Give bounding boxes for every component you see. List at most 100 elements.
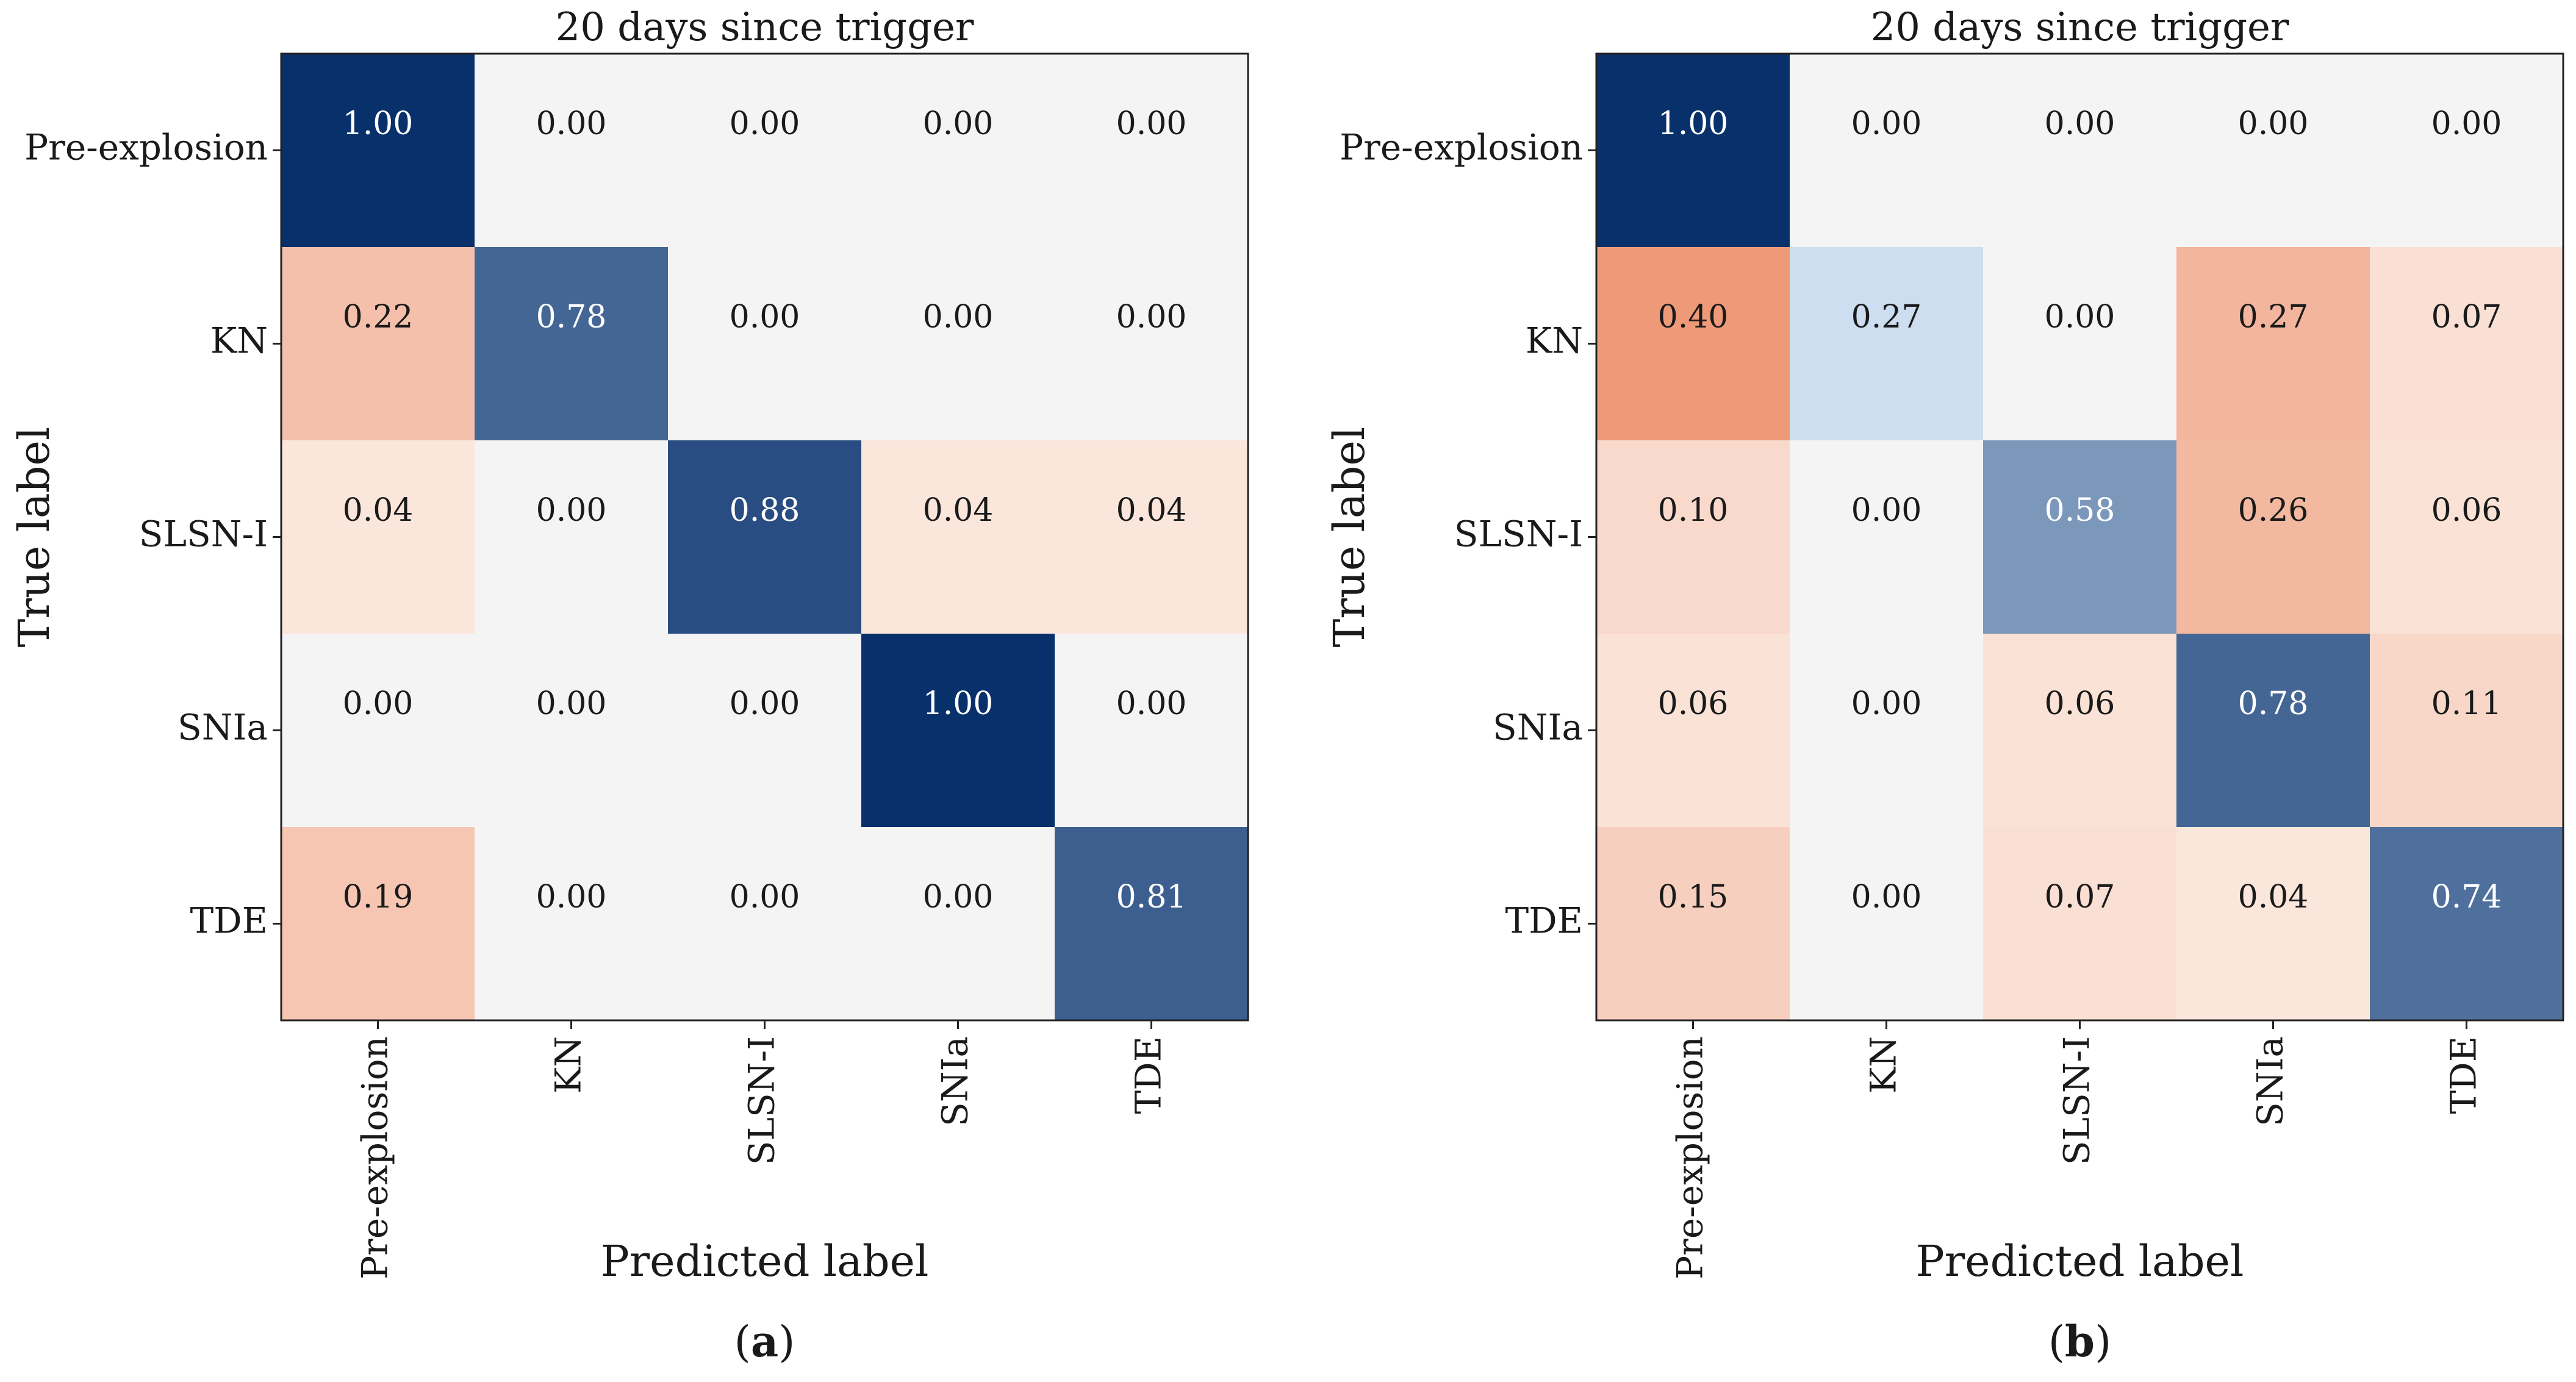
chart-title: 20 days since trigger xyxy=(555,5,974,50)
heatmap-cell xyxy=(2176,247,2370,440)
chart-title: 20 days since trigger xyxy=(1870,5,2289,50)
cell-value-label: 0.00 xyxy=(730,106,800,142)
heatmap-cell xyxy=(1983,54,2176,247)
cell-value-label: 0.11 xyxy=(2431,686,2502,722)
heatmap-cell xyxy=(1596,247,1790,440)
heatmap-cell xyxy=(1596,827,1790,1020)
cell-value-label: 0.00 xyxy=(1851,686,1922,722)
panel-caption: (a) xyxy=(734,1316,795,1367)
heatmap-cell xyxy=(1983,634,2176,827)
cell-value-label: 0.74 xyxy=(2431,879,2502,915)
y-tick-label: SNIa xyxy=(178,707,268,748)
heatmap-cell xyxy=(1055,54,1248,247)
x-tick-label: SNIa xyxy=(935,1036,976,1126)
heatmap-cell xyxy=(2176,54,2370,247)
cell-value-label: 0.07 xyxy=(2045,879,2115,915)
cell-value-label: 0.19 xyxy=(343,879,414,915)
cell-value-label: 0.27 xyxy=(1851,299,1922,335)
heatmap-cell xyxy=(668,634,861,827)
y-axis-label: True label xyxy=(1324,427,1374,648)
heatmap-cell xyxy=(281,54,475,247)
cell-value-label: 1.00 xyxy=(923,686,994,722)
cell-value-label: 0.00 xyxy=(1116,106,1187,142)
heatmap-cell xyxy=(2176,827,2370,1020)
y-axis-label: True label xyxy=(9,427,59,648)
cell-value-label: 0.00 xyxy=(2431,106,2502,142)
x-tick-label: KN xyxy=(548,1036,589,1094)
cell-value-label: 0.00 xyxy=(1116,686,1187,722)
heatmap-cell xyxy=(281,827,475,1020)
heatmap-cell xyxy=(668,54,861,247)
heatmap-cell xyxy=(2370,54,2563,247)
y-tick-label: TDE xyxy=(190,900,268,942)
cell-value-label: 0.00 xyxy=(536,106,607,142)
cell-value-label: 0.22 xyxy=(343,299,414,335)
heatmap-cell xyxy=(475,827,668,1020)
heatmap-cell xyxy=(1790,440,1983,634)
heatmap-cell xyxy=(1983,440,2176,634)
cell-value-label: 0.04 xyxy=(2238,879,2309,915)
heatmap-cell xyxy=(1790,634,1983,827)
heatmap-cell xyxy=(2370,634,2563,827)
confusion-matrix-panel: 20 days since trigger 1.00 0.00 0.00 0.00 0.0… xyxy=(1324,5,2564,1367)
cell-value-label: 0.06 xyxy=(1658,686,1729,722)
heatmap-cell xyxy=(668,827,861,1020)
y-tick-label: SLSN-I xyxy=(1454,514,1583,555)
cell-value-label: 0.00 xyxy=(536,686,607,722)
confusion-matrix-panel: 20 days since trigger 1.00 0.00 0.00 0.00 0.0… xyxy=(9,5,1249,1367)
cell-value-label: 0.06 xyxy=(2045,686,2115,722)
heatmap-cell xyxy=(1055,634,1248,827)
heatmap-cell xyxy=(2370,440,2563,634)
cell-value-label: 0.78 xyxy=(536,299,607,335)
cell-value-label: 0.58 xyxy=(2045,492,2115,529)
cell-value-label: 0.00 xyxy=(2045,106,2115,142)
panels: 20 days since trigger 1.00 0.00 0.00 0.00 0.0… xyxy=(9,5,2564,1367)
heatmap-cell xyxy=(281,634,475,827)
heatmap-cell xyxy=(475,54,668,247)
cell-value-label: 0.00 xyxy=(1116,299,1187,335)
cell-value-label: 0.88 xyxy=(730,492,800,529)
cell-value-label: 0.00 xyxy=(923,299,994,335)
cell-value-label: 0.27 xyxy=(2238,299,2309,335)
heatmap-cell xyxy=(1055,827,1248,1020)
cell-value-label: 0.10 xyxy=(1658,492,1729,529)
y-tick-label: SNIa xyxy=(1493,707,1583,748)
heatmap-cell xyxy=(861,827,1055,1020)
cell-value-label: 0.81 xyxy=(1116,879,1187,915)
heatmap-cell xyxy=(668,247,861,440)
cell-value-label: 0.04 xyxy=(1116,492,1187,529)
panel-caption: (b) xyxy=(2048,1316,2112,1367)
heatmap-cell xyxy=(281,440,475,634)
x-tick-label: Pre-explosion xyxy=(1670,1036,1711,1280)
x-tick-label: SLSN-I xyxy=(741,1036,783,1165)
heatmap-cell xyxy=(475,440,668,634)
x-tick-label: SLSN-I xyxy=(2056,1036,2098,1165)
heatmap-cell xyxy=(1790,827,1983,1020)
heatmap-cell xyxy=(1983,247,2176,440)
heatmap-cell xyxy=(1055,440,1248,634)
x-tick-label: KN xyxy=(1863,1036,1904,1094)
heatmap-cell xyxy=(1596,440,1790,634)
x-tick-label: TDE xyxy=(1128,1036,1169,1114)
heatmap-cell xyxy=(2370,247,2563,440)
x-tick-label: SNIa xyxy=(2250,1036,2291,1126)
panel-letter: b xyxy=(2065,1316,2095,1367)
cell-value-label: 0.00 xyxy=(2045,299,2115,335)
heatmap-cell xyxy=(2370,827,2563,1020)
cell-value-label: 0.00 xyxy=(2238,106,2309,142)
heatmap-cell xyxy=(861,54,1055,247)
heatmap-cell xyxy=(1790,247,1983,440)
heatmap-cell xyxy=(1983,827,2176,1020)
x-axis-label: Predicted label xyxy=(601,1236,929,1286)
heatmap-cell xyxy=(1596,634,1790,827)
x-tick-label: Pre-explosion xyxy=(354,1036,396,1280)
y-tick-label: Pre-explosion xyxy=(1340,127,1583,168)
cell-value-label: 0.15 xyxy=(1658,879,1729,915)
cell-value-label: 0.00 xyxy=(1851,879,1922,915)
y-tick-label: TDE xyxy=(1505,900,1583,942)
cell-value-label: 0.00 xyxy=(730,299,800,335)
heatmap-cell xyxy=(1055,247,1248,440)
cell-value-label: 0.00 xyxy=(730,879,800,915)
cell-value-label: 0.00 xyxy=(343,686,414,722)
